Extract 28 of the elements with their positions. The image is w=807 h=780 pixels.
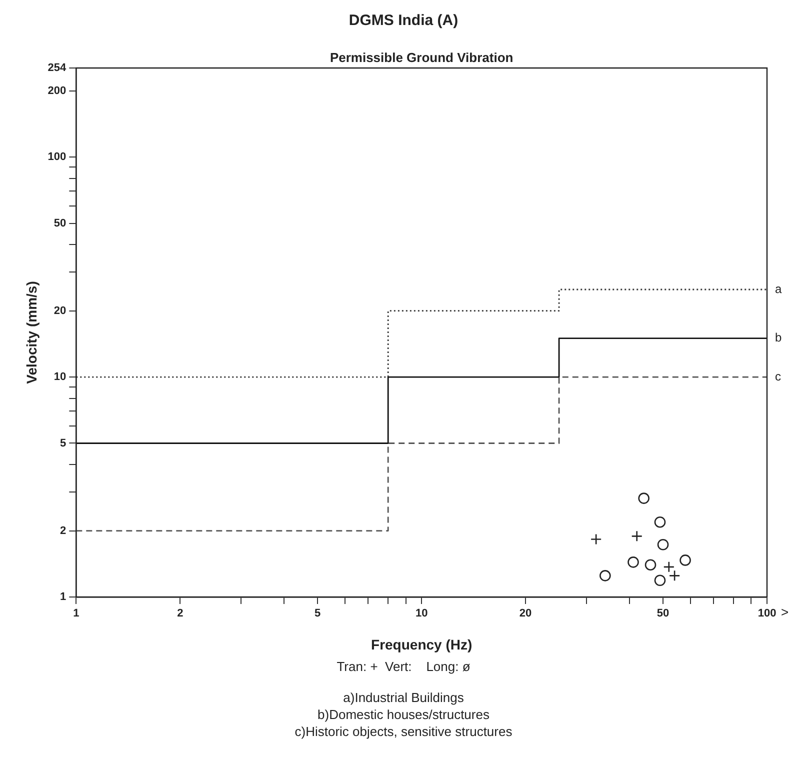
x-tick-label: 10: [415, 608, 428, 620]
x-tick-label: 100: [758, 608, 776, 620]
x-tick-label: 2: [177, 608, 184, 620]
y-tick-label: 200: [48, 84, 66, 97]
y-tick-label: 5: [60, 437, 66, 450]
text: a)Industrial Buildings: [342, 689, 465, 706]
y-axis-title: Velocity (mm/s): [23, 281, 40, 384]
y-tick-label: 1: [60, 591, 66, 604]
text: b)Domestic houses/structures: [316, 706, 490, 723]
y-tick-label: 2: [60, 524, 66, 537]
x-tick-label: 20: [519, 608, 532, 620]
series-label: b: [775, 330, 782, 345]
x-tick-label: 50: [656, 608, 670, 620]
series-label: a: [775, 282, 782, 296]
x-tick-label: 1: [73, 608, 80, 620]
chart-title: DGMS India (A): [348, 11, 460, 31]
y-tick-label: 254: [48, 62, 68, 74]
y-tick-label: 50: [54, 217, 66, 230]
text: Tran: + Vert: Long: ø: [336, 658, 472, 675]
series-label: c: [775, 369, 781, 384]
text: >: [781, 604, 789, 620]
y-tick-label: 20: [54, 304, 66, 317]
text: c)Historic objects, sensitive structures: [294, 723, 514, 740]
x-tick-label: 5: [314, 608, 321, 620]
y-tick-label: 10: [54, 371, 66, 384]
chart-subtitle: Permissible Ground Vibration: [330, 50, 514, 66]
x-axis-title: Frequency (Hz): [371, 636, 472, 652]
y-tick-label: 100: [48, 151, 66, 164]
